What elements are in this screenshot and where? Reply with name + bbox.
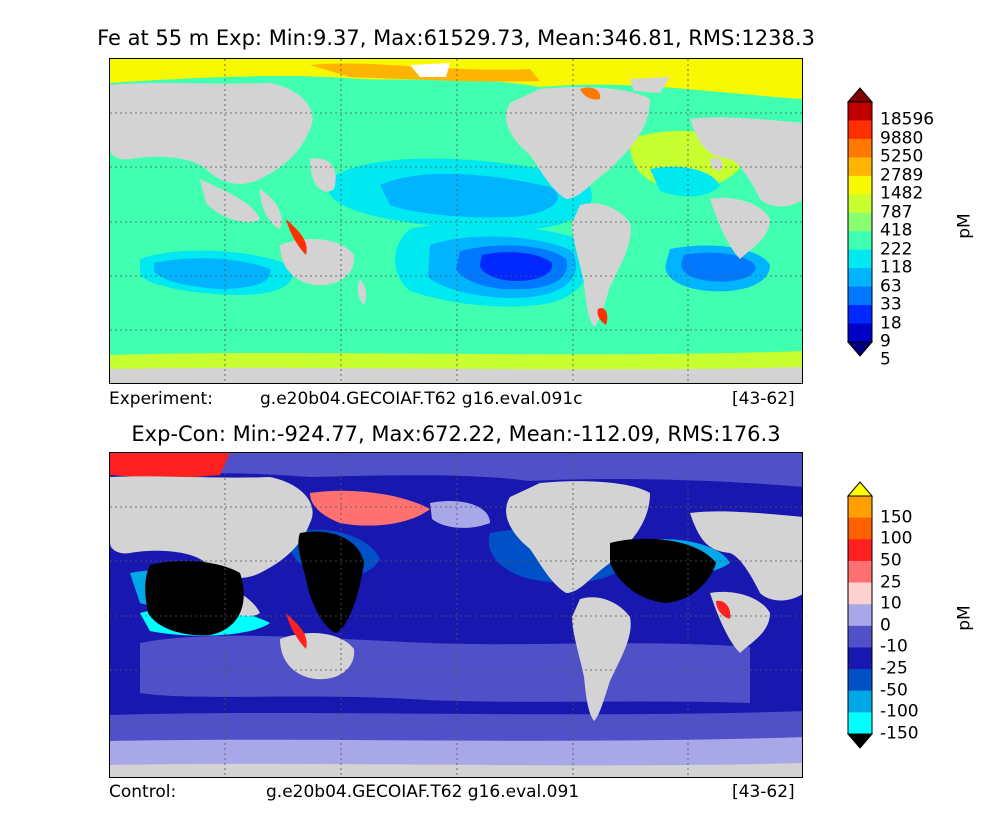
colorbar-extend-max xyxy=(846,87,874,103)
colorbar-swatch xyxy=(848,625,872,648)
colorbar-swatch xyxy=(848,268,872,288)
colorbar-swatch xyxy=(848,669,872,692)
difference-map-title: Exp-Con: Min:-924.77, Max:672.22, Mean:-… xyxy=(131,422,781,446)
control-caption-left: Control: xyxy=(109,782,177,802)
colorbar-frame xyxy=(847,101,873,343)
colorbar-swatch xyxy=(848,286,872,306)
experiment-map-canvas xyxy=(110,59,802,383)
colorbar-frame xyxy=(847,495,873,735)
colorbar-swatch xyxy=(848,647,872,670)
experiment-colorbar xyxy=(846,87,874,357)
colorbar-swatch xyxy=(848,212,872,232)
colorbar-tick-label: 2789 xyxy=(880,165,924,186)
difference-colorbar xyxy=(846,481,874,749)
colorbar-extend-max xyxy=(846,481,874,497)
difference-colorbar-unit: pM xyxy=(954,605,975,631)
colorbar-tick-label: -10 xyxy=(880,636,908,657)
colorbar-swatch xyxy=(848,323,872,343)
colorbar-tick-label: 63 xyxy=(880,276,902,297)
colorbar-swatch xyxy=(848,582,872,605)
experiment-caption-years: [43-62] xyxy=(732,389,795,409)
colorbar-tick-label: 0 xyxy=(880,615,891,636)
colorbar-tick-label: 18596 xyxy=(880,109,935,130)
colorbar-tick-label: -25 xyxy=(880,658,908,679)
colorbar-extend-min xyxy=(846,341,874,357)
colorbar-tick-label: 222 xyxy=(880,239,913,260)
colorbar-tick-label: -100 xyxy=(880,701,919,722)
colorbar-swatch xyxy=(848,712,872,735)
experiment-colorbar-svg xyxy=(846,87,874,357)
colorbar-swatch xyxy=(848,496,872,519)
experiment-caption-case: g.e20b04.GECOIAF.T62 g16.eval.091c xyxy=(260,389,583,409)
colorbar-tick-label: 418 xyxy=(880,220,913,241)
colorbar-swatch xyxy=(848,175,872,195)
experiment-colorbar-unit: pM xyxy=(954,213,975,239)
colorbar-swatch xyxy=(848,231,872,251)
colorbar-tick-label: 118 xyxy=(880,257,913,278)
colorbar-swatch xyxy=(848,102,872,121)
experiment-caption-left: Experiment: xyxy=(109,389,213,409)
control-caption-years: [43-62] xyxy=(732,782,795,802)
colorbar-tick-label: 18 xyxy=(880,313,902,334)
colorbar-tick-label: 10 xyxy=(880,593,902,614)
colorbar-tick-label: 5250 xyxy=(880,146,924,167)
colorbar-tick-label: -50 xyxy=(880,680,908,701)
control-caption-case: g.e20b04.GECOIAF.T62 g16.eval.091 xyxy=(266,782,580,802)
colorbar-swatch xyxy=(848,120,872,140)
colorbar-swatch xyxy=(848,138,872,158)
colorbar-tick-label: 150 xyxy=(880,507,913,528)
colorbar-swatch xyxy=(848,539,872,562)
colorbar-swatch xyxy=(848,249,872,269)
colorbar-tick-label: 100 xyxy=(880,528,913,549)
colorbar-tick-label: 33 xyxy=(880,294,902,315)
colorbar-swatch xyxy=(848,157,872,177)
colorbar-tick-label: 5 xyxy=(880,349,891,370)
experiment-map xyxy=(109,58,803,384)
colorbar-extend-min xyxy=(846,733,874,749)
colorbar-swatch xyxy=(848,604,872,627)
colorbar-swatch xyxy=(848,517,872,540)
difference-colorbar-svg xyxy=(846,481,874,749)
difference-map-canvas xyxy=(110,453,802,777)
colorbar-tick-label: 787 xyxy=(880,202,913,223)
colorbar-tick-label: 1482 xyxy=(880,183,924,204)
colorbar-swatch xyxy=(848,305,872,325)
colorbar-tick-label: 25 xyxy=(880,572,902,593)
colorbar-tick-label: -150 xyxy=(880,723,919,744)
colorbar-tick-label: 9 xyxy=(880,331,891,352)
colorbar-tick-label: 9880 xyxy=(880,128,924,149)
difference-map xyxy=(109,452,803,778)
experiment-map-title: Fe at 55 m Exp: Min:9.37, Max:61529.73, … xyxy=(97,26,815,50)
colorbar-swatch xyxy=(848,560,872,584)
colorbar-tick-label: 50 xyxy=(880,550,902,571)
colorbar-swatch xyxy=(848,690,872,713)
colorbar-swatch xyxy=(848,194,872,214)
